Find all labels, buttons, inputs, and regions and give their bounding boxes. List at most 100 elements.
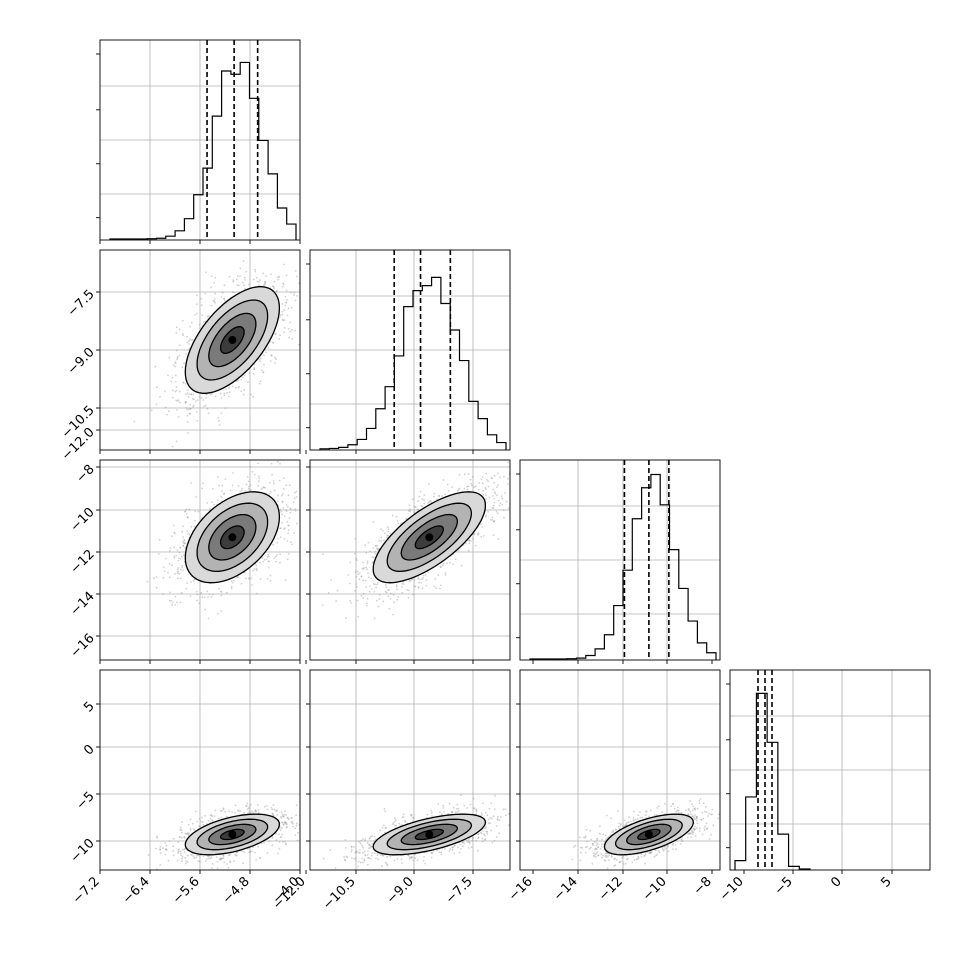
sample-point	[472, 537, 475, 540]
sample-point	[198, 855, 201, 857]
sample-point	[253, 368, 256, 371]
sample-point	[414, 585, 417, 588]
sample-point	[176, 349, 178, 352]
sample-point	[250, 577, 253, 579]
sample-point	[216, 612, 219, 615]
sample-point	[348, 582, 351, 585]
sample-point	[245, 270, 248, 273]
sample-point	[231, 581, 234, 584]
sample-point	[312, 284, 314, 286]
sample-point	[186, 414, 189, 417]
sample-point	[386, 526, 389, 529]
sample-point	[366, 560, 369, 563]
sample-point	[179, 546, 182, 549]
sample-point	[401, 591, 404, 594]
sample-point	[249, 851, 252, 853]
sample-point	[285, 509, 287, 511]
sample-point	[286, 314, 289, 317]
sample-point	[159, 395, 161, 398]
sample-point	[272, 285, 275, 288]
sample-point	[243, 284, 245, 287]
sample-point	[378, 598, 381, 600]
sample-point	[438, 495, 441, 497]
sample-point	[407, 510, 410, 512]
sample-point	[501, 503, 504, 506]
sample-point	[473, 486, 476, 488]
density-peak	[228, 533, 237, 542]
sample-point	[282, 319, 285, 322]
density-peak	[425, 533, 434, 542]
sample-point	[213, 281, 216, 284]
sample-point	[207, 412, 210, 415]
sample-point	[463, 487, 466, 490]
sample-point	[425, 584, 428, 587]
sample-point	[287, 529, 290, 532]
sample-point	[422, 574, 425, 577]
sample-point	[163, 570, 166, 572]
sample-point	[282, 477, 285, 479]
sample-point	[171, 445, 174, 448]
sample-point	[413, 579, 416, 582]
sample-point	[177, 572, 180, 575]
sample-point	[433, 585, 436, 588]
sample-point	[224, 300, 226, 302]
sample-point	[366, 604, 368, 607]
sample-point	[207, 857, 210, 859]
sample-point	[254, 268, 256, 271]
sample-point	[289, 508, 292, 511]
sample-point	[272, 543, 275, 546]
sample-point	[164, 406, 167, 409]
sample-point	[183, 542, 186, 545]
sample-point	[467, 473, 470, 475]
sample-point	[188, 508, 191, 511]
sample-point	[267, 555, 270, 558]
sample-point	[186, 392, 189, 394]
sample-point	[247, 487, 250, 490]
sample-point	[270, 354, 273, 357]
sample-point	[482, 535, 485, 537]
sample-point	[283, 331, 286, 334]
sample-point	[303, 294, 305, 296]
sample-point	[244, 287, 246, 290]
sample-point	[276, 541, 279, 544]
sample-point	[411, 578, 413, 581]
sample-point	[281, 840, 284, 843]
axes-frame	[309, 459, 511, 661]
sample-point	[201, 596, 204, 599]
sample-point	[298, 343, 300, 346]
sample-point	[473, 532, 476, 535]
sample-point	[262, 371, 265, 374]
sample-point	[258, 358, 260, 361]
sample-point	[490, 477, 493, 479]
sample-point	[507, 461, 510, 464]
sample-point	[376, 548, 379, 551]
sample-point	[261, 557, 264, 559]
sample-point	[423, 494, 426, 496]
sample-point	[354, 552, 356, 555]
sample-point	[281, 285, 284, 288]
sample-point	[330, 579, 333, 581]
sample-point	[173, 555, 176, 558]
sample-point	[281, 313, 284, 316]
sample-point	[277, 494, 279, 496]
sample-point	[228, 395, 230, 398]
sample-point	[417, 586, 420, 588]
sample-point	[223, 493, 226, 495]
sample-point	[295, 275, 298, 278]
sample-point	[223, 492, 226, 495]
sample-point	[178, 344, 181, 347]
sample-point	[232, 280, 235, 283]
sample-point	[281, 513, 283, 516]
sample-point	[303, 513, 305, 515]
sample-point	[285, 842, 288, 845]
sample-point	[174, 361, 177, 363]
sample-point	[389, 592, 392, 595]
sample-point	[174, 572, 176, 575]
sample-point	[496, 494, 498, 497]
sample-point	[362, 561, 364, 564]
sample-point	[302, 289, 304, 291]
sample-point	[290, 541, 292, 543]
sample-point	[252, 278, 255, 281]
sample-point	[282, 815, 285, 818]
sample-point	[355, 583, 358, 585]
